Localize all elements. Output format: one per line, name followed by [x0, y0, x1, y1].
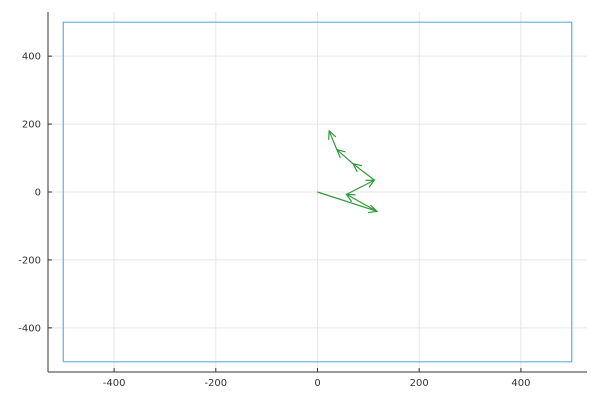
y-tick-label: 200: [22, 120, 41, 131]
x-tick-label: 200: [410, 378, 429, 389]
arrowhead: [367, 204, 379, 214]
y-tick-label: 0: [35, 188, 41, 199]
arrowhead: [328, 129, 337, 140]
arrowhead: [365, 179, 376, 188]
path-line: [317, 130, 378, 212]
x-tick-label: -400: [103, 378, 126, 389]
y-tick-label: -200: [18, 255, 41, 266]
x-tick-label: 0: [314, 378, 320, 389]
x-tick-label: -200: [204, 378, 227, 389]
arrowhead: [351, 162, 363, 173]
y-tick-label: -400: [18, 323, 41, 334]
tick-labels: -400 -200 0 200 400 -400 -200 0 200 400: [18, 52, 530, 389]
y-tick-label: 400: [22, 52, 41, 63]
boundary-line: [62, 21, 573, 363]
grid: [48, 12, 587, 372]
arrowhead: [335, 148, 346, 159]
x-tick-label: 400: [511, 378, 530, 389]
axes: [47, 12, 587, 373]
series-layer: [62, 21, 573, 363]
arrowhead: [345, 193, 356, 203]
